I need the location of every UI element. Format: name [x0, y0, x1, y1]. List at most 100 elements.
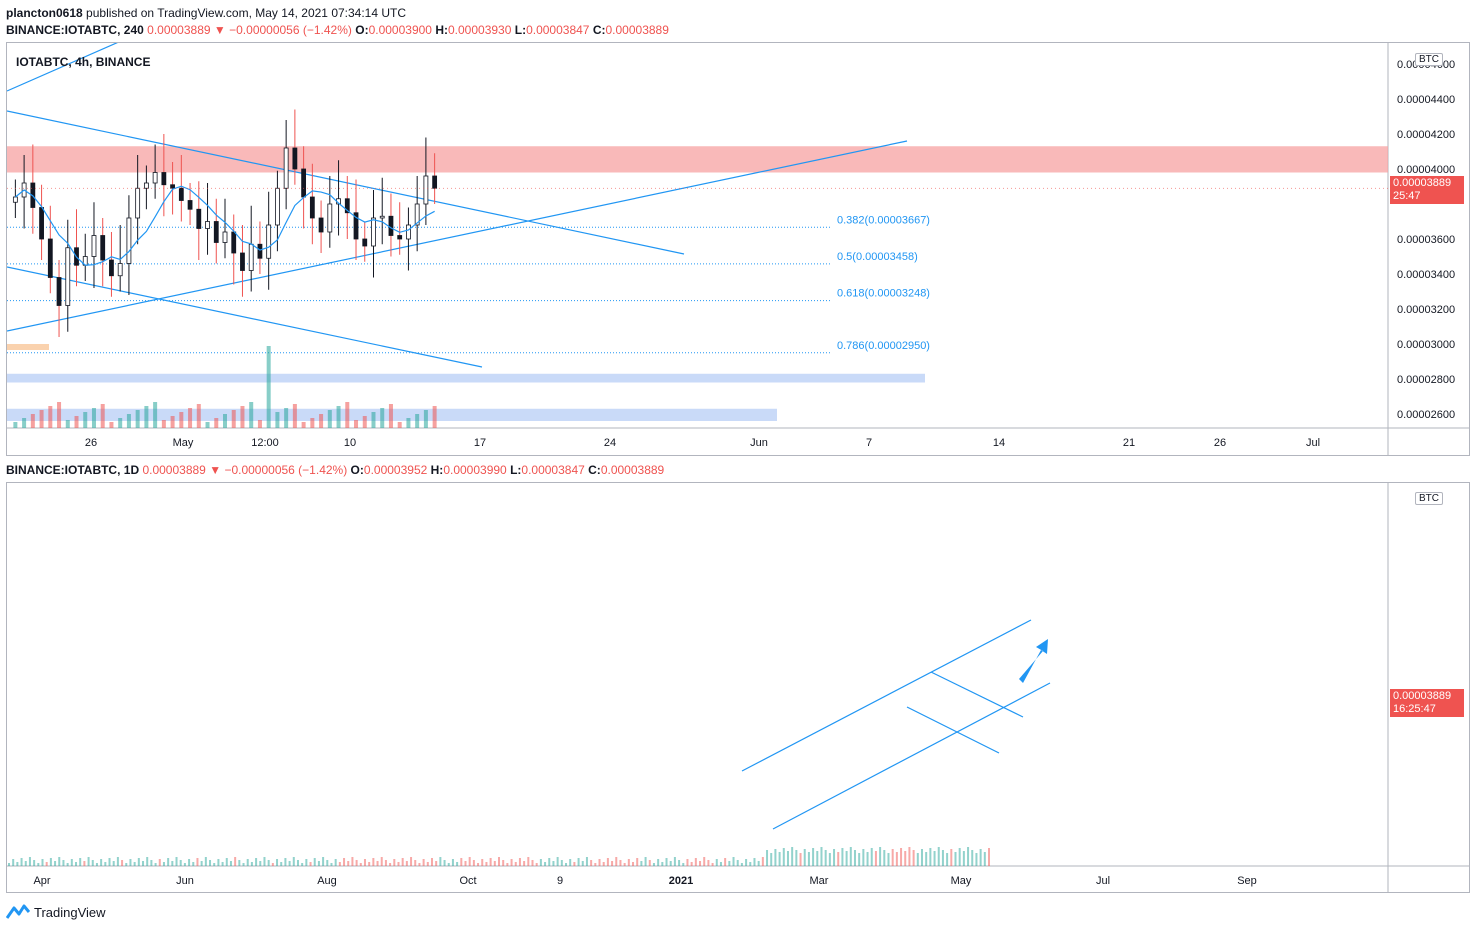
volume-bar	[121, 860, 124, 866]
volume-bar	[707, 860, 710, 866]
bottom-chart-panel[interactable]: 0.000080000.000070000.000060000.00005000…	[6, 482, 1470, 893]
volume-bar	[45, 862, 48, 866]
volume-bar	[812, 848, 815, 866]
volume-bar	[933, 851, 936, 866]
volume-bar	[58, 857, 61, 866]
volume-bar	[703, 857, 706, 866]
top-y-tick: 0.00002800	[1397, 374, 1455, 386]
volume-bar	[544, 862, 547, 866]
volume-bar	[296, 860, 299, 866]
volume-bar	[502, 860, 505, 866]
volume-bar	[694, 858, 697, 866]
top-chart-canvas[interactable]: 0.000046000.000044000.000042000.00004000…	[7, 43, 1469, 455]
volume-bar	[849, 847, 852, 866]
candle-body	[161, 172, 167, 186]
top-currency-button[interactable]: BTC	[1415, 53, 1443, 66]
volume-bar	[179, 860, 182, 866]
volume-bar	[240, 406, 245, 428]
volume-bar	[749, 862, 752, 866]
candle-body	[248, 243, 254, 271]
candle-body	[379, 215, 385, 219]
fib-level-label: 0.786(0.00002950)	[837, 340, 930, 352]
volume-bar	[57, 402, 62, 428]
volume-bar	[606, 858, 609, 866]
volume-bar	[598, 859, 601, 866]
volume-bar	[766, 850, 769, 866]
volume-bar	[54, 861, 57, 866]
volume-bar	[874, 851, 877, 866]
volume-bar	[552, 861, 555, 866]
volume-bar	[590, 860, 593, 866]
volume-bar	[481, 859, 484, 866]
volume-bar	[623, 863, 626, 866]
volume-bar	[263, 857, 266, 866]
volume-bar	[351, 857, 354, 866]
top-current-price-tag: 0.00003889 25:47	[1390, 176, 1464, 204]
volume-bar	[958, 848, 961, 866]
volume-bar	[334, 859, 337, 866]
volume-bar	[870, 848, 873, 866]
orange-marker	[7, 344, 49, 350]
volume-bar	[745, 859, 748, 866]
candle-body	[39, 207, 44, 240]
volume-bar	[837, 852, 840, 866]
volume-bar	[464, 861, 467, 866]
volume-bar	[192, 862, 195, 866]
volume-bar	[62, 860, 65, 866]
volume-bar	[125, 863, 128, 866]
bottom-x-tick: 2021	[669, 875, 693, 887]
candle-body	[126, 217, 132, 264]
volume-bar	[640, 861, 643, 866]
top-y-tick: 0.00002600	[1397, 409, 1455, 421]
volume-bar	[432, 406, 437, 428]
top-open: 0.00003900	[368, 23, 432, 37]
bottom-chart-canvas[interactable]: 0.000080000.000070000.000060000.00005000…	[7, 483, 1469, 892]
volume-bar	[20, 858, 23, 866]
volume-bar	[116, 857, 119, 866]
volume-bar	[144, 406, 149, 428]
volume-bar	[527, 857, 530, 866]
volume-bar	[70, 859, 73, 866]
volume-bar	[317, 861, 320, 866]
volume-bar	[753, 858, 756, 866]
volume-bar	[266, 346, 271, 428]
volume-bar	[451, 859, 454, 866]
volume-bar	[188, 859, 191, 866]
candle-body	[213, 221, 219, 243]
volume-bar	[418, 863, 421, 866]
volume-bar	[506, 863, 509, 866]
top-symbol[interactable]: BINANCE:IOTABTC, 240	[6, 23, 144, 37]
top-x-tick: 12:00	[251, 437, 279, 449]
tradingview-brand[interactable]: TradingView	[6, 903, 106, 921]
candle-body	[275, 187, 280, 226]
bottom-currency-button[interactable]: BTC	[1415, 492, 1443, 505]
volume-bar	[724, 858, 727, 866]
bottom-symbol[interactable]: BINANCE:IOTABTC, 1D	[6, 463, 140, 477]
volume-bar	[979, 849, 982, 866]
volume-bar	[276, 859, 279, 866]
volume-bar	[665, 858, 668, 866]
volume-bar	[422, 859, 425, 866]
volume-bar	[397, 422, 402, 428]
bottom-x-tick: Jun	[176, 875, 194, 887]
bottom-x-tick: Oct	[459, 875, 476, 887]
candle-body	[362, 238, 368, 247]
volume-bar	[231, 410, 236, 428]
volume-bar	[380, 857, 383, 866]
volume-bar	[376, 861, 379, 866]
volume-bar	[200, 861, 203, 866]
volume-bar	[699, 861, 702, 866]
publisher-name[interactable]: plancton0618	[6, 6, 83, 20]
top-x-tick: May	[173, 437, 194, 449]
bottom-x-tick: Aug	[317, 875, 337, 887]
bottom-current-price: 0.00003889	[1393, 690, 1452, 702]
top-y-tick: 0.00003600	[1397, 234, 1455, 246]
top-x-tick: 7	[866, 437, 872, 449]
top-chart-panel[interactable]: 0.000046000.000044000.000042000.00004000…	[6, 42, 1470, 456]
volume-bar	[732, 857, 735, 866]
bottom-x-tick: Jul	[1096, 875, 1110, 887]
top-y-tick: 0.00003400	[1397, 269, 1455, 281]
bottom-x-tick: May	[951, 875, 972, 887]
volume-bar	[362, 416, 367, 428]
volume-bar	[937, 847, 940, 866]
